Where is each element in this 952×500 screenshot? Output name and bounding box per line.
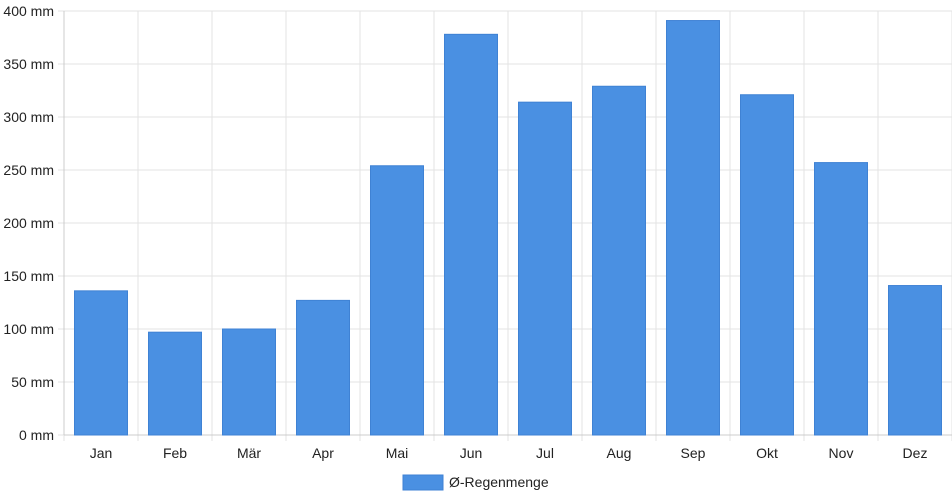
bar-feb[interactable] — [148, 331, 202, 436]
y-axis-tick-labels: 0 mm 50 mm 100 mm 150 mm 200 mm 250 mm 300 mm 3… — [3, 3, 54, 443]
y-tick-label: 400 mm — [3, 3, 54, 19]
bar-aug[interactable] — [592, 85, 646, 436]
y-tick-label: 100 mm — [3, 321, 54, 337]
bar-jun[interactable] — [444, 33, 498, 436]
bar-mai[interactable] — [370, 165, 424, 436]
x-tick-label: Mai — [386, 445, 409, 461]
x-tick-label: Dez — [903, 445, 928, 461]
bar-apr[interactable] — [296, 299, 350, 436]
y-tick-label: 300 mm — [3, 109, 54, 125]
y-tick-label: 150 mm — [3, 268, 54, 284]
y-tick-label: 250 mm — [3, 162, 54, 178]
x-tick-label: Jun — [460, 445, 483, 461]
x-tick-label: Jan — [90, 445, 113, 461]
y-tick-label: 350 mm — [3, 56, 54, 72]
axes — [63, 11, 952, 436]
bars — [74, 20, 942, 436]
bar-nov[interactable] — [814, 162, 868, 436]
bar-jan[interactable] — [74, 290, 128, 436]
x-tick-label: Aug — [607, 445, 632, 461]
x-tick-label: Sep — [681, 445, 706, 461]
x-tick-label: Feb — [163, 445, 187, 461]
bar-jul[interactable] — [518, 101, 572, 436]
legend-swatch[interactable] — [402, 474, 444, 491]
x-tick-label: Jul — [536, 445, 554, 461]
bar-sep[interactable] — [666, 20, 720, 436]
bar-mär[interactable] — [222, 328, 276, 436]
y-tick-label: 200 mm — [3, 215, 54, 231]
y-tick-label: 50 mm — [11, 374, 54, 390]
grid-lines — [58, 10, 952, 441]
y-tick-label: 0 mm — [19, 427, 54, 443]
bar-okt[interactable] — [740, 94, 794, 436]
x-tick-label: Mär — [237, 445, 261, 461]
bar-dez[interactable] — [888, 285, 942, 436]
x-tick-label: Apr — [312, 445, 334, 461]
legend[interactable]: Ø-Regenmenge — [402, 474, 549, 491]
x-tick-label: Nov — [829, 445, 854, 461]
x-tick-label: Okt — [756, 445, 778, 461]
x-axis-tick-labels: Jan Feb Mär Apr Mai Jun Jul Aug Sep Okt Nov Dez — [90, 445, 928, 461]
legend-label[interactable]: Ø-Regenmenge — [449, 474, 549, 490]
